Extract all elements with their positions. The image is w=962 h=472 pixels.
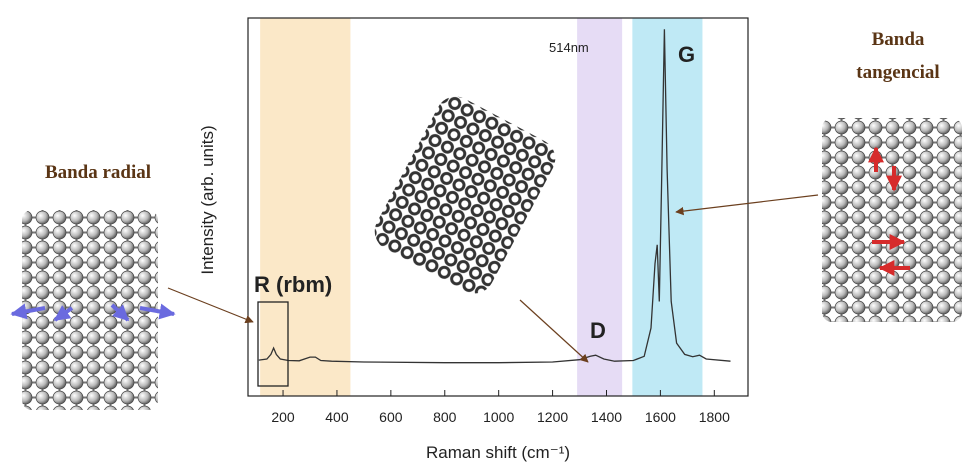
- highlight-band: [577, 18, 623, 396]
- x-tick-label: 1400: [591, 409, 622, 425]
- tangencial-label: tangencial: [856, 62, 939, 83]
- tangencial-label: Banda: [872, 29, 925, 50]
- x-tick-label: 1000: [483, 409, 514, 425]
- tangential-arrows: [868, 146, 910, 276]
- x-tick-label: 1200: [537, 409, 568, 425]
- radial-arrows: [10, 303, 176, 322]
- x-tick-label: 800: [433, 409, 457, 425]
- highlight-band: [260, 18, 351, 396]
- highlight-band: [632, 18, 703, 396]
- laser-label: 514nm: [549, 40, 589, 55]
- radial-tube: [22, 210, 158, 410]
- radial-label: Banda radial: [45, 162, 151, 183]
- rbm-label: R (rbm): [254, 272, 332, 297]
- y-axis-title: Intensity (arb. units): [198, 125, 217, 274]
- x-tick-label: 600: [379, 409, 403, 425]
- x-tick-label: 1800: [699, 409, 730, 425]
- plot-area: 200 400 600 800 1000 1200 1400 1600 1800: [258, 18, 731, 425]
- x-axis-title: Raman shift (cm⁻¹): [426, 443, 570, 462]
- g-label: G: [678, 42, 695, 67]
- center-tube: [374, 96, 556, 294]
- pointer-arrows: [167, 194, 819, 363]
- x-tick-label: 1600: [645, 409, 676, 425]
- tangential-tube: [822, 118, 962, 322]
- x-tick-label: 400: [325, 409, 349, 425]
- rbm-box: [257, 301, 289, 387]
- x-tick-label: 200: [271, 409, 295, 425]
- d-label: D: [590, 318, 606, 343]
- plot-frame: [247, 17, 749, 397]
